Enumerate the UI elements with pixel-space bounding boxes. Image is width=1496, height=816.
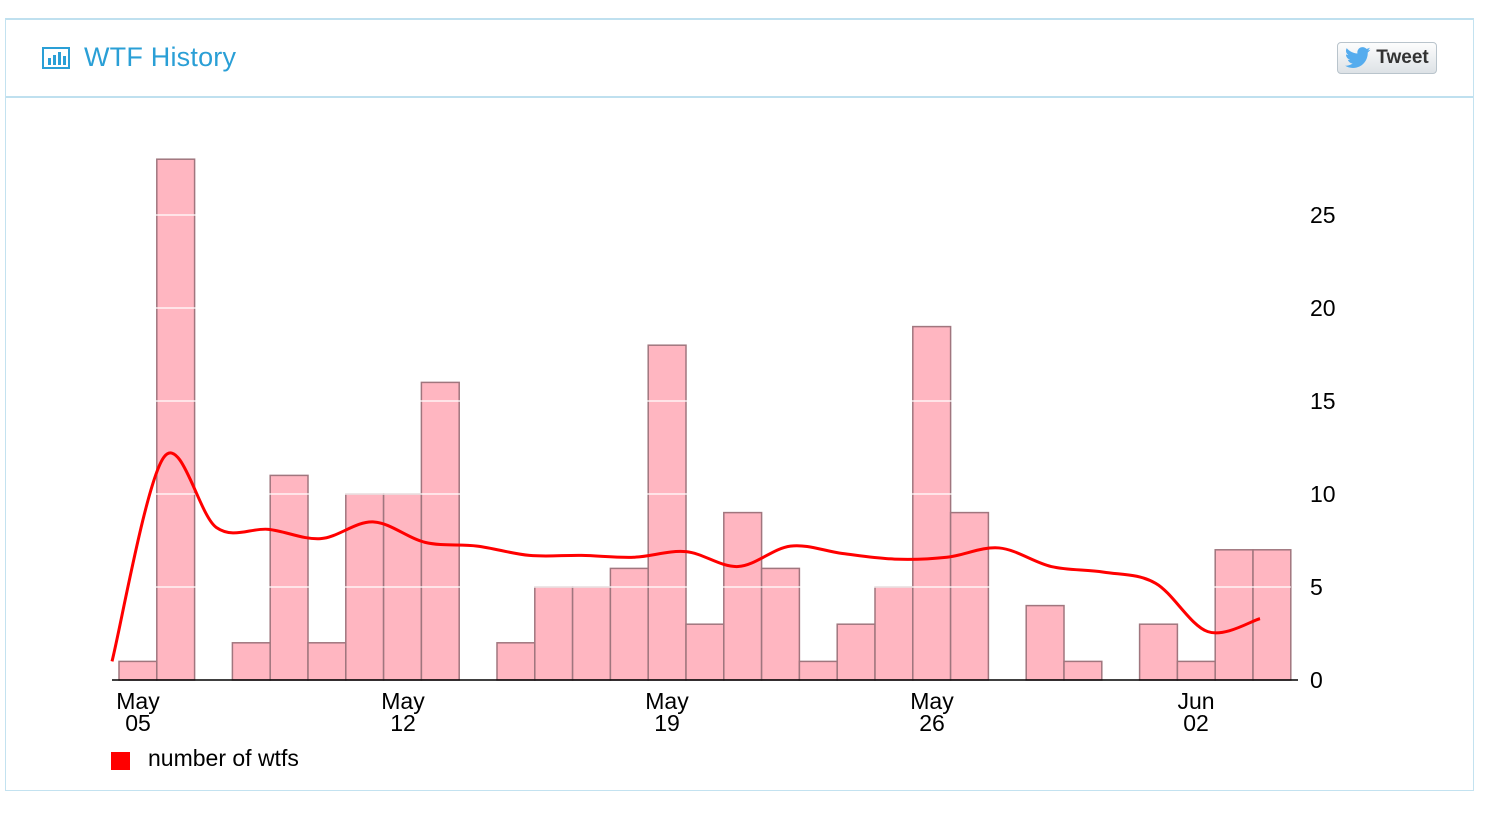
- bar: [723, 511, 763, 681]
- bar: [1138, 623, 1179, 681]
- twitter-bird-icon: [1345, 47, 1371, 68]
- y-tick-label: 5: [1310, 574, 1323, 600]
- bar: [949, 511, 990, 681]
- trend-line: [110, 451, 1261, 662]
- x-tick-day: 19: [654, 710, 680, 736]
- bar: [836, 623, 876, 681]
- y-tick-label: 15: [1310, 388, 1336, 414]
- bar: [647, 344, 687, 681]
- x-tick-month: May: [116, 688, 160, 714]
- bar: [1214, 549, 1254, 681]
- bar: [307, 642, 347, 681]
- bar: [760, 567, 801, 681]
- bar: [685, 623, 725, 681]
- panel-title: WTF History: [84, 42, 237, 72]
- panel-title-group: WTF History: [42, 42, 236, 73]
- tweet-button[interactable]: Tweet: [1337, 42, 1437, 74]
- bar-chart-icon: [42, 46, 70, 69]
- bar: [1025, 604, 1065, 681]
- x-tick-day: 02: [1183, 710, 1209, 736]
- bar: [912, 325, 952, 681]
- bar: [609, 567, 649, 681]
- bar: [496, 642, 536, 681]
- bar: [231, 642, 271, 681]
- x-tick-month: Jun: [1177, 688, 1214, 714]
- x-tick-month: May: [645, 688, 689, 714]
- bar: [1252, 549, 1292, 681]
- y-tick-label: 0: [1310, 667, 1323, 693]
- bar: [571, 586, 612, 681]
- x-tick-day: 12: [390, 710, 416, 736]
- bar: [534, 586, 574, 681]
- y-tick-label: 10: [1310, 481, 1336, 507]
- bar: [1176, 660, 1216, 681]
- legend-swatch: [111, 752, 130, 770]
- x-tick-month: May: [381, 688, 425, 714]
- x-tick-month: May: [910, 688, 954, 714]
- y-tick-label: 25: [1310, 202, 1336, 228]
- x-tick-day: 26: [919, 710, 945, 736]
- bar: [156, 158, 196, 681]
- tweet-label: Tweet: [1376, 47, 1429, 68]
- bar: [1063, 660, 1103, 681]
- bar: [874, 586, 914, 681]
- panel-header: WTF History Tweet: [6, 20, 1473, 98]
- bar: [269, 474, 309, 681]
- legend-label: number of wtfs: [148, 745, 299, 771]
- y-tick-label: 20: [1310, 295, 1336, 321]
- bar: [420, 381, 460, 681]
- bar: [798, 660, 838, 681]
- x-tick-day: 05: [125, 710, 151, 736]
- bar: [118, 660, 158, 681]
